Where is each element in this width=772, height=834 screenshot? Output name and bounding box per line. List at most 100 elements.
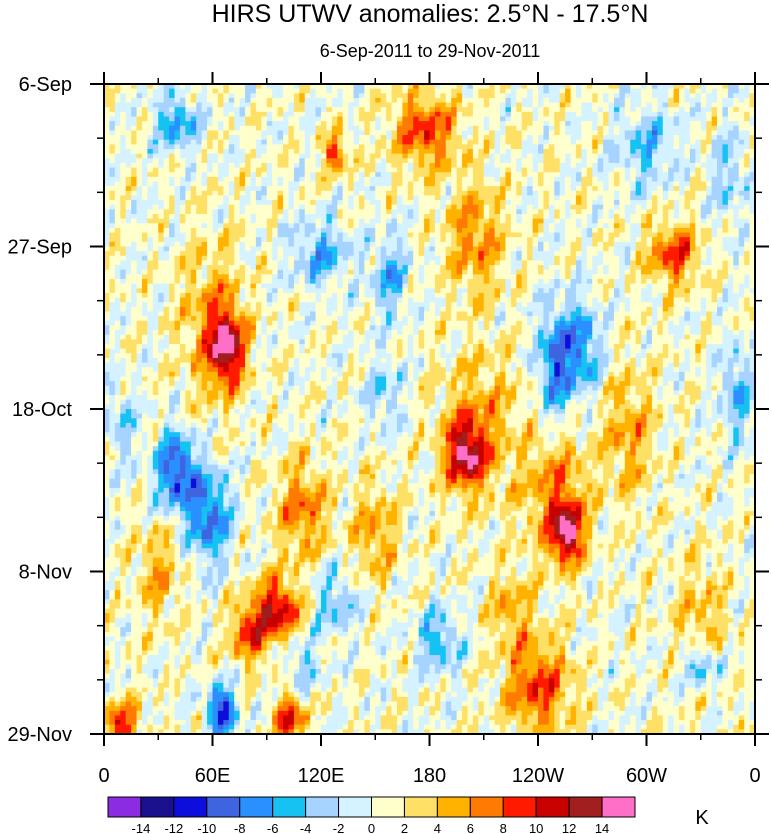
heatmap-cell <box>402 93 408 98</box>
heatmap-cell <box>207 168 213 173</box>
heatmap-cell <box>554 98 560 103</box>
heatmap-cell <box>343 172 349 177</box>
heatmap-cell <box>131 163 137 168</box>
heatmap-cell <box>543 149 549 154</box>
heatmap-cell <box>364 205 370 210</box>
heatmap-cell <box>381 163 387 168</box>
heatmap-cell <box>435 186 441 191</box>
heatmap-cell <box>196 177 202 182</box>
heatmap-cell <box>413 177 419 182</box>
heatmap-cell <box>419 135 425 140</box>
heatmap-cell <box>739 140 745 145</box>
heatmap-cell <box>305 182 311 187</box>
heatmap-cell <box>164 186 170 191</box>
heatmap-cell <box>202 182 208 187</box>
heatmap-cell <box>153 140 159 145</box>
heatmap-cell <box>609 172 615 177</box>
heatmap-cell <box>717 149 723 154</box>
heatmap-cell <box>609 135 615 140</box>
heatmap-cell <box>316 172 322 177</box>
heatmap-cell <box>717 186 723 191</box>
heatmap-cell <box>630 186 636 191</box>
heatmap-cell <box>370 149 376 154</box>
heatmap-cell <box>316 98 322 103</box>
heatmap-cell <box>408 93 414 98</box>
heatmap-cell <box>722 149 728 154</box>
heatmap-cell <box>153 163 159 168</box>
heatmap-cell <box>527 149 533 154</box>
heatmap-cell <box>131 112 137 117</box>
heatmap-cell <box>288 89 294 94</box>
heatmap-cell <box>386 117 392 122</box>
heatmap-cell <box>522 200 528 205</box>
heatmap-cell <box>451 117 457 122</box>
heatmap-cell <box>684 103 690 108</box>
heatmap-cell <box>185 107 191 112</box>
heatmap-cell <box>641 186 647 191</box>
heatmap-cell <box>267 103 273 108</box>
heatmap-cell <box>294 135 300 140</box>
heatmap-cell <box>641 121 647 126</box>
heatmap-cell <box>619 154 625 159</box>
heatmap-cell <box>625 103 631 108</box>
heatmap-cell <box>213 121 219 126</box>
heatmap-cell <box>196 93 202 98</box>
heatmap-cell <box>527 126 533 131</box>
heatmap-cell <box>457 135 463 140</box>
heatmap-cell <box>440 182 446 187</box>
heatmap-cell <box>587 149 593 154</box>
heatmap-cell <box>397 214 403 219</box>
heatmap-cell <box>310 177 316 182</box>
heatmap-cell <box>343 186 349 191</box>
heatmap-cell <box>272 112 278 117</box>
heatmap-cell <box>326 98 332 103</box>
heatmap-cell <box>489 117 495 122</box>
heatmap-cell <box>473 89 479 94</box>
heatmap-cell <box>549 172 555 177</box>
heatmap-cell <box>614 121 620 126</box>
heatmap-cell <box>728 112 734 117</box>
heatmap-cell <box>489 209 495 214</box>
heatmap-cell <box>147 209 153 214</box>
heatmap-cell <box>663 214 669 219</box>
heatmap-cell <box>120 195 126 200</box>
heatmap-cell <box>495 93 501 98</box>
heatmap-cell <box>310 168 316 173</box>
heatmap-cell <box>337 140 343 145</box>
heatmap-cell <box>115 103 121 108</box>
heatmap-cell <box>495 172 501 177</box>
heatmap-cell <box>272 205 278 210</box>
heatmap-cell <box>164 195 170 200</box>
heatmap-cell <box>240 163 246 168</box>
heatmap-cell <box>684 205 690 210</box>
heatmap-cell <box>175 135 181 140</box>
heatmap-cell <box>332 172 338 177</box>
heatmap-cell <box>717 182 723 187</box>
heatmap-cell <box>674 195 680 200</box>
heatmap-cell <box>126 140 132 145</box>
heatmap-cell <box>191 144 197 149</box>
heatmap-cell <box>310 195 316 200</box>
heatmap-cell <box>435 182 441 187</box>
heatmap-cell <box>169 149 175 154</box>
heatmap-cell <box>381 177 387 182</box>
heatmap-cell <box>435 126 441 131</box>
heatmap-cell <box>652 93 658 98</box>
heatmap-cell <box>717 89 723 94</box>
heatmap-cell <box>392 209 398 214</box>
heatmap-cell <box>467 126 473 131</box>
heatmap-cell <box>484 154 490 159</box>
heatmap-cell <box>739 191 745 196</box>
heatmap-cell <box>647 121 653 126</box>
heatmap-cell <box>348 140 354 145</box>
heatmap-cell <box>386 209 392 214</box>
heatmap-cell <box>229 130 235 135</box>
heatmap-cell <box>354 144 360 149</box>
heatmap-cell <box>647 144 653 149</box>
heatmap-cell <box>527 140 533 145</box>
heatmap-cell <box>256 144 262 149</box>
heatmap-cell <box>397 209 403 214</box>
heatmap-cell <box>109 214 115 219</box>
heatmap-cell <box>337 209 343 214</box>
heatmap-cell <box>527 89 533 94</box>
